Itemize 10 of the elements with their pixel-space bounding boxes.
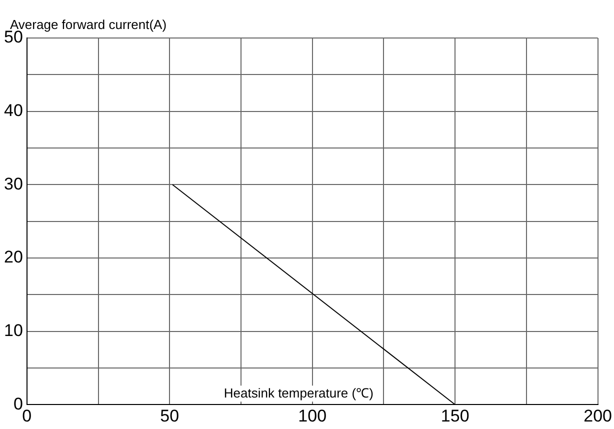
- x-tick-label: 50: [160, 406, 180, 426]
- y-tick-label: 10: [4, 320, 23, 340]
- x-tick-label: 200: [584, 406, 612, 426]
- x-axis-title: Heatsink temperature (℃): [224, 386, 374, 401]
- y-tick-label: 30: [4, 174, 23, 194]
- x-tick-label: 100: [298, 406, 327, 426]
- y-tick-label: 0: [13, 394, 23, 414]
- y-tick-label: 20: [4, 248, 23, 267]
- x-tick-label: 150: [440, 406, 470, 426]
- y-tick-label: 40: [4, 101, 23, 120]
